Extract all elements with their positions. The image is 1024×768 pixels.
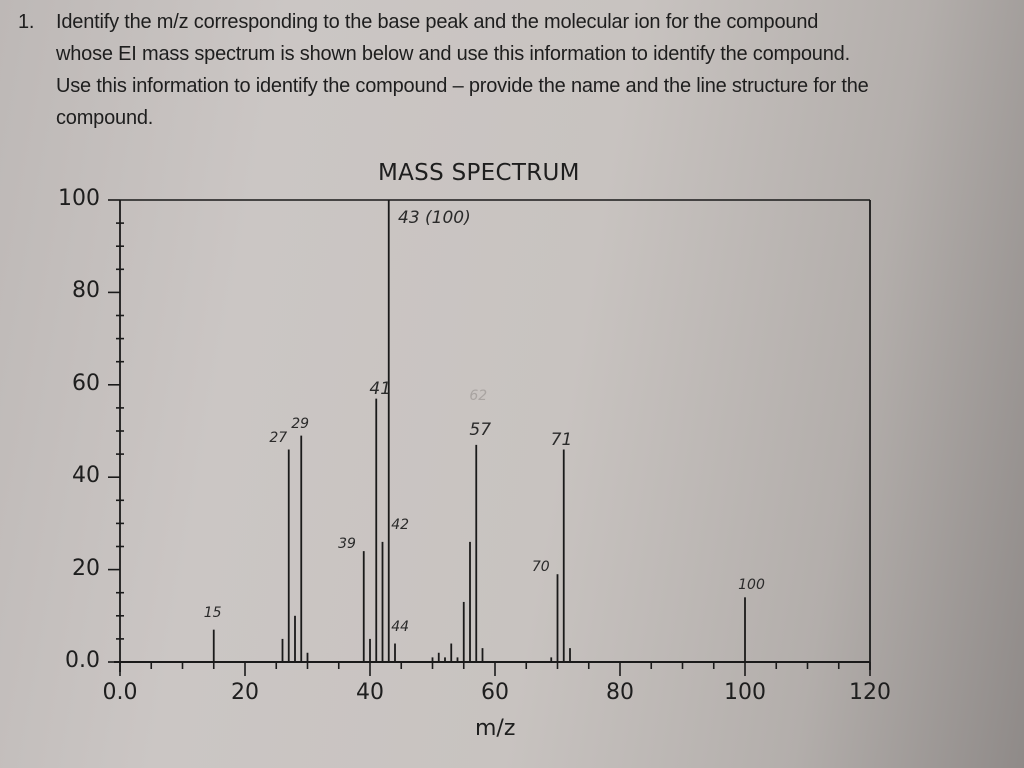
x-tick-label: 60 bbox=[481, 680, 509, 705]
base-peak-handwritten-note: 43 (100) bbox=[398, 208, 471, 228]
question-line-2: whose EI mass spectrum is shown below an… bbox=[56, 43, 850, 65]
x-tick-label: 0.0 bbox=[102, 680, 138, 705]
question-line-3: Use this information to identify the com… bbox=[56, 75, 869, 97]
x-tick-label: 40 bbox=[356, 680, 384, 705]
y-tick-label: 0.0 bbox=[65, 648, 100, 673]
x-tick-label: 80 bbox=[606, 680, 634, 705]
peak-handwritten-label: 71 bbox=[550, 429, 573, 450]
question-line-1: Identify the m/z corresponding to the ba… bbox=[56, 11, 819, 33]
y-tick-label: 40 bbox=[72, 463, 100, 489]
x-tick-label: 20 bbox=[231, 680, 259, 705]
peak-handwritten-label: 57 bbox=[469, 420, 492, 441]
question-text: Identify the m/z corresponding to the ba… bbox=[56, 6, 1006, 134]
peak-handwritten-label: 15 bbox=[203, 605, 222, 622]
chart-title: MASS SPECTRUM bbox=[378, 160, 580, 186]
peak-handwritten-label: 42 bbox=[391, 517, 410, 534]
peak-handwritten-label: 44 bbox=[391, 619, 410, 636]
y-tick-label: 80 bbox=[72, 278, 100, 304]
peak-handwritten-label: 39 bbox=[338, 535, 356, 552]
peak-handwritten-label: 100 bbox=[738, 577, 765, 594]
faint-handwritten-label: 62 bbox=[469, 388, 488, 405]
x-tick-label: 100 bbox=[724, 680, 766, 705]
peak-handwritten-label: 29 bbox=[291, 415, 310, 432]
y-tick-label: 100 bbox=[58, 186, 100, 211]
peak-handwritten-label: 27 bbox=[269, 429, 288, 446]
x-tick-label: 120 bbox=[849, 680, 891, 705]
y-tick-label: 20 bbox=[72, 555, 100, 581]
y-tick-label: 60 bbox=[72, 370, 100, 396]
question-number: 1. bbox=[18, 11, 35, 33]
peak-handwritten-label: 41 bbox=[369, 378, 392, 399]
x-axis-label: m/z bbox=[475, 716, 516, 741]
peak-handwritten-label: 70 bbox=[531, 558, 550, 575]
question-line-4: compound. bbox=[56, 107, 154, 129]
